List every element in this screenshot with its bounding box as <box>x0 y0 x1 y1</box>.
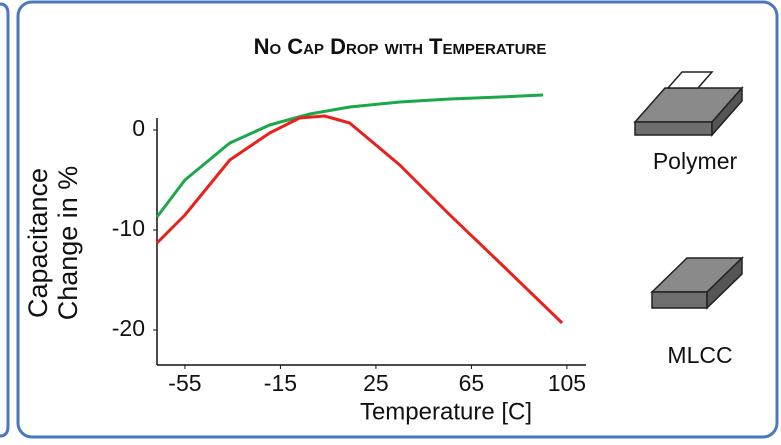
y-tick-label: -20 <box>112 315 145 341</box>
x-tick-label: 25 <box>363 370 389 396</box>
x-tick-label: 105 <box>548 370 586 396</box>
x-tick-label: -55 <box>168 370 201 396</box>
annotation: Polymer <box>653 148 738 174</box>
y-axis-label: Change in % <box>53 166 83 321</box>
data-line <box>155 114 564 325</box>
y-tick-label: -10 <box>112 215 145 241</box>
annotation: MLCC <box>667 342 732 368</box>
x-tick-label: -15 <box>264 370 297 396</box>
chart-title: No Cap Drop with Temperature <box>254 34 547 59</box>
mlcc-icon <box>650 256 744 310</box>
x-axis-label: Temperature [C] <box>360 398 532 425</box>
frame <box>16 0 779 439</box>
y-axis-label: Capacitance <box>23 168 53 318</box>
data-line <box>155 93 544 218</box>
x-tick-label: 65 <box>459 370 485 396</box>
y-tick-label: 0 <box>132 115 145 141</box>
neighbor-frame <box>0 2 10 438</box>
polymer-icon <box>633 71 744 137</box>
